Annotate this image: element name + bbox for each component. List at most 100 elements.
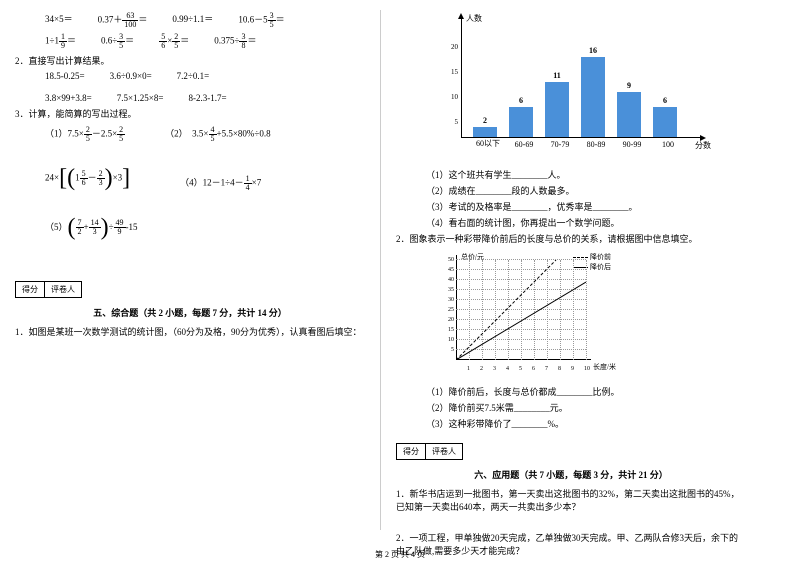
lc-ytick: 20	[439, 317, 454, 323]
fill-4: （4）看右面的统计图，你再提出一个数学问题。	[426, 216, 746, 229]
expr: 0.6÷35＝	[101, 33, 134, 50]
lc-ytick: 5	[439, 347, 454, 353]
lc-xtick: 2	[480, 366, 483, 372]
ytick: 15	[446, 68, 458, 76]
s5-q1: 1．如图是某班一次数学测试的统计图，（60分为及格，90分为优秀），认真看图后填…	[15, 325, 365, 338]
expr: 24×[(156－23)×3]	[45, 165, 130, 192]
r-q2: 2．图象表示一种彩带降价前后的长度与总价的关系，请根据图中信息填空。	[396, 232, 746, 245]
fill-2: （2）成绩在________段的人数最多。	[426, 184, 746, 197]
lc-xtick: 6	[532, 366, 535, 372]
y-axis-label: 人数	[466, 13, 482, 24]
q2-row1: 18.5-0.25= 3.6÷0.9×0= 7.2÷0.1=	[45, 71, 365, 81]
lc-ytick: 45	[439, 267, 454, 273]
fill2-3: （3）这种彩带降价了________%。	[426, 417, 746, 430]
bar	[653, 107, 677, 137]
line-chart: 降价前 降价后 总价/元 长度/米 5110215320425530635740…	[436, 250, 616, 380]
chart-lines	[456, 260, 586, 360]
bar	[617, 92, 641, 137]
expr: （5）(72+143)÷499-15	[45, 222, 138, 232]
lc-ytick: 40	[439, 277, 454, 283]
lc-xtick: 8	[558, 366, 561, 372]
page-container: 34×5＝ 0.37＋63100＝ 0.99÷1.1＝ 10.6－535＝ 1÷…	[0, 0, 800, 540]
expr: 10.6－535＝	[238, 12, 284, 29]
score-label: 得分	[16, 282, 45, 297]
fill-3: （3）考试的及格率是________，优秀率是________。	[426, 200, 746, 213]
grid-line	[586, 260, 587, 360]
expr: 7.5×1.25×8=	[117, 93, 164, 103]
expr: 8-2.3-1.7=	[188, 93, 226, 103]
lc-xtick: 3	[493, 366, 496, 372]
fill2-1: （1）降价前后，长度与总价都成________比例。	[426, 385, 746, 398]
q2-row2: 3.8×99+3.8= 7.5×1.25×8= 8-2.3-1.7=	[45, 93, 365, 103]
bar-label: 80-89	[581, 140, 611, 149]
left-column: 34×5＝ 0.37＋63100＝ 0.99÷1.1＝ 10.6－535＝ 1÷…	[0, 0, 380, 540]
x-axis-label: 分数	[695, 140, 711, 151]
lc-xlabel: 长度/米	[593, 362, 616, 372]
bar-chart: 人数 分数 60以下 2 60-69 6 70-79 11 80-89 16 90-99 9 100…	[431, 13, 711, 163]
section-5-title: 五、综合题（共 2 小题，每题 7 分，共计 14 分）	[15, 306, 365, 319]
expr: 18.5-0.25=	[45, 71, 85, 81]
expr: 0.99÷1.1＝	[172, 12, 213, 29]
bar-label: 90-99	[617, 140, 647, 149]
calc-row-2: 1÷119＝ 0.6÷35＝ 56×25＝ 0.375÷38＝	[45, 33, 365, 50]
bar-value: 6	[653, 96, 677, 105]
page-footer: 第 2 页 共 4 页	[0, 549, 800, 560]
lc-xtick: 10	[584, 366, 590, 372]
lc-ytick: 10	[439, 337, 454, 343]
bar	[509, 107, 533, 137]
grader-label: 评卷人	[426, 444, 462, 459]
lc-xtick: 1	[467, 366, 470, 372]
lc-ytick: 15	[439, 327, 454, 333]
score-label: 得分	[397, 444, 426, 459]
bar-value: 2	[473, 116, 497, 125]
bar-value: 9	[617, 81, 641, 90]
expr: （1）7.5×25－2.5×25	[45, 126, 125, 143]
bar-value: 11	[545, 71, 569, 80]
bar-value: 16	[581, 46, 605, 55]
bar-label: 60-69	[509, 140, 539, 149]
bar-label: 100	[653, 140, 683, 149]
bar-label: 70-79	[545, 140, 575, 149]
fill-1: （1）这个班共有学生________人。	[426, 168, 746, 181]
calc-row-1: 34×5＝ 0.37＋63100＝ 0.99÷1.1＝ 10.6－535＝	[45, 12, 365, 29]
grader-label: 评卷人	[45, 282, 81, 297]
expr: 0.375÷38＝	[214, 33, 256, 50]
expr: 7.2÷0.1=	[177, 71, 210, 81]
lc-xtick: 5	[519, 366, 522, 372]
lc-ytick: 30	[439, 297, 454, 303]
q3-row3: （5）(72+143)÷499-15	[45, 214, 365, 241]
expr: 0.37＋63100＝	[98, 12, 148, 29]
fill2-2: （2）降价前买7.5米需________元。	[426, 401, 746, 414]
q3-row1: （1）7.5×25－2.5×25 （2） 3.5×45+5.5×80%÷0.8	[45, 126, 365, 143]
expr: 56×25＝	[159, 33, 189, 50]
lc-ytick: 35	[439, 287, 454, 293]
right-column: 人数 分数 60以下260-69670-791180-891690-999100…	[381, 0, 761, 540]
section-6-title: 六、应用题（共 7 小题，每题 3 分，共计 21 分）	[396, 468, 746, 481]
score-box: 得分 评卷人	[15, 281, 82, 298]
bar	[581, 57, 605, 137]
ytick: 5	[446, 118, 458, 126]
lc-xtick: 7	[545, 366, 548, 372]
lc-xtick: 9	[571, 366, 574, 372]
expr: 1÷119＝	[45, 33, 76, 50]
bar	[545, 82, 569, 137]
ytick: 10	[446, 93, 458, 101]
y-axis	[461, 18, 462, 138]
expr: （4）12－1÷4－14×7	[180, 175, 261, 192]
expr: 3.8×99+3.8=	[45, 93, 92, 103]
question-3: 3．计算，能简算的写出过程。	[15, 107, 365, 120]
question-2: 2．直接写出计算结果。	[15, 54, 365, 67]
expr: 34×5＝	[45, 12, 73, 29]
bar-value: 6	[509, 96, 533, 105]
lc-ytick: 25	[439, 307, 454, 313]
score-box-2: 得分 评卷人	[396, 443, 463, 460]
expr: （2） 3.5×45+5.5×80%÷0.8	[165, 126, 270, 143]
q3-row2: 24×[(156－23)×3] （4）12－1÷4－14×7	[45, 165, 365, 192]
ytick: 20	[446, 43, 458, 51]
expr: 3.6÷0.9×0=	[110, 71, 152, 81]
bar-label: 60以下	[473, 138, 503, 149]
bar	[473, 127, 497, 137]
s6-q1: 1．新华书店运到一批图书，第一天卖出这批图书的32%，第二天卖出这批图书的45%…	[396, 487, 746, 513]
lc-xtick: 4	[506, 366, 509, 372]
lc-ytick: 50	[439, 257, 454, 263]
